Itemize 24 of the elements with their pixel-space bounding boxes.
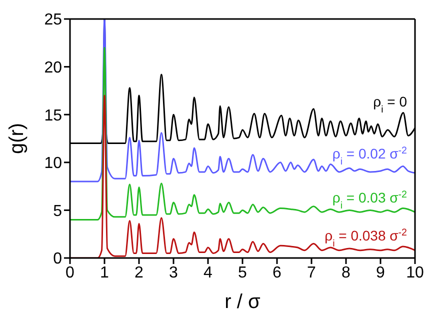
- x-tick-label: 2: [134, 264, 144, 282]
- x-tick-label: 4: [204, 264, 213, 282]
- series-label: ρ$_{i}$ = 0.02 σ$^{-2}$: [332, 144, 407, 167]
- x-tick-label: 8: [342, 264, 351, 282]
- series-label: ρ$_{i}$ = 0: [373, 94, 408, 116]
- y-axis-title: g(r): [6, 122, 28, 154]
- x-tick-label: 9: [376, 264, 386, 282]
- y-tick-label: 5: [53, 202, 62, 220]
- y-tick-label: 0: [53, 250, 62, 268]
- x-tick-label: 7: [307, 264, 316, 282]
- x-tick-label: 0: [66, 264, 75, 282]
- x-axis-title: r / σ: [224, 291, 261, 313]
- x-tick-label: 1: [100, 264, 110, 282]
- x-tick-label: 3: [169, 264, 178, 282]
- line-series: [70, 46, 415, 221]
- x-tick-label: 6: [272, 264, 282, 282]
- y-tick-label: 20: [44, 59, 62, 76]
- x-tick-label: 5: [238, 264, 248, 282]
- y-tick-label: 25: [44, 12, 62, 29]
- series-label: ρ$_{i}$ = 0.038 σ$^{-2}$: [324, 227, 407, 250]
- y-tick-label: 15: [44, 107, 62, 124]
- x-tick-label: 10: [406, 264, 424, 282]
- series-label: ρ$_{i}$ = 0.03 σ$^{-2}$: [332, 188, 407, 211]
- y-tick-label: 10: [44, 155, 62, 172]
